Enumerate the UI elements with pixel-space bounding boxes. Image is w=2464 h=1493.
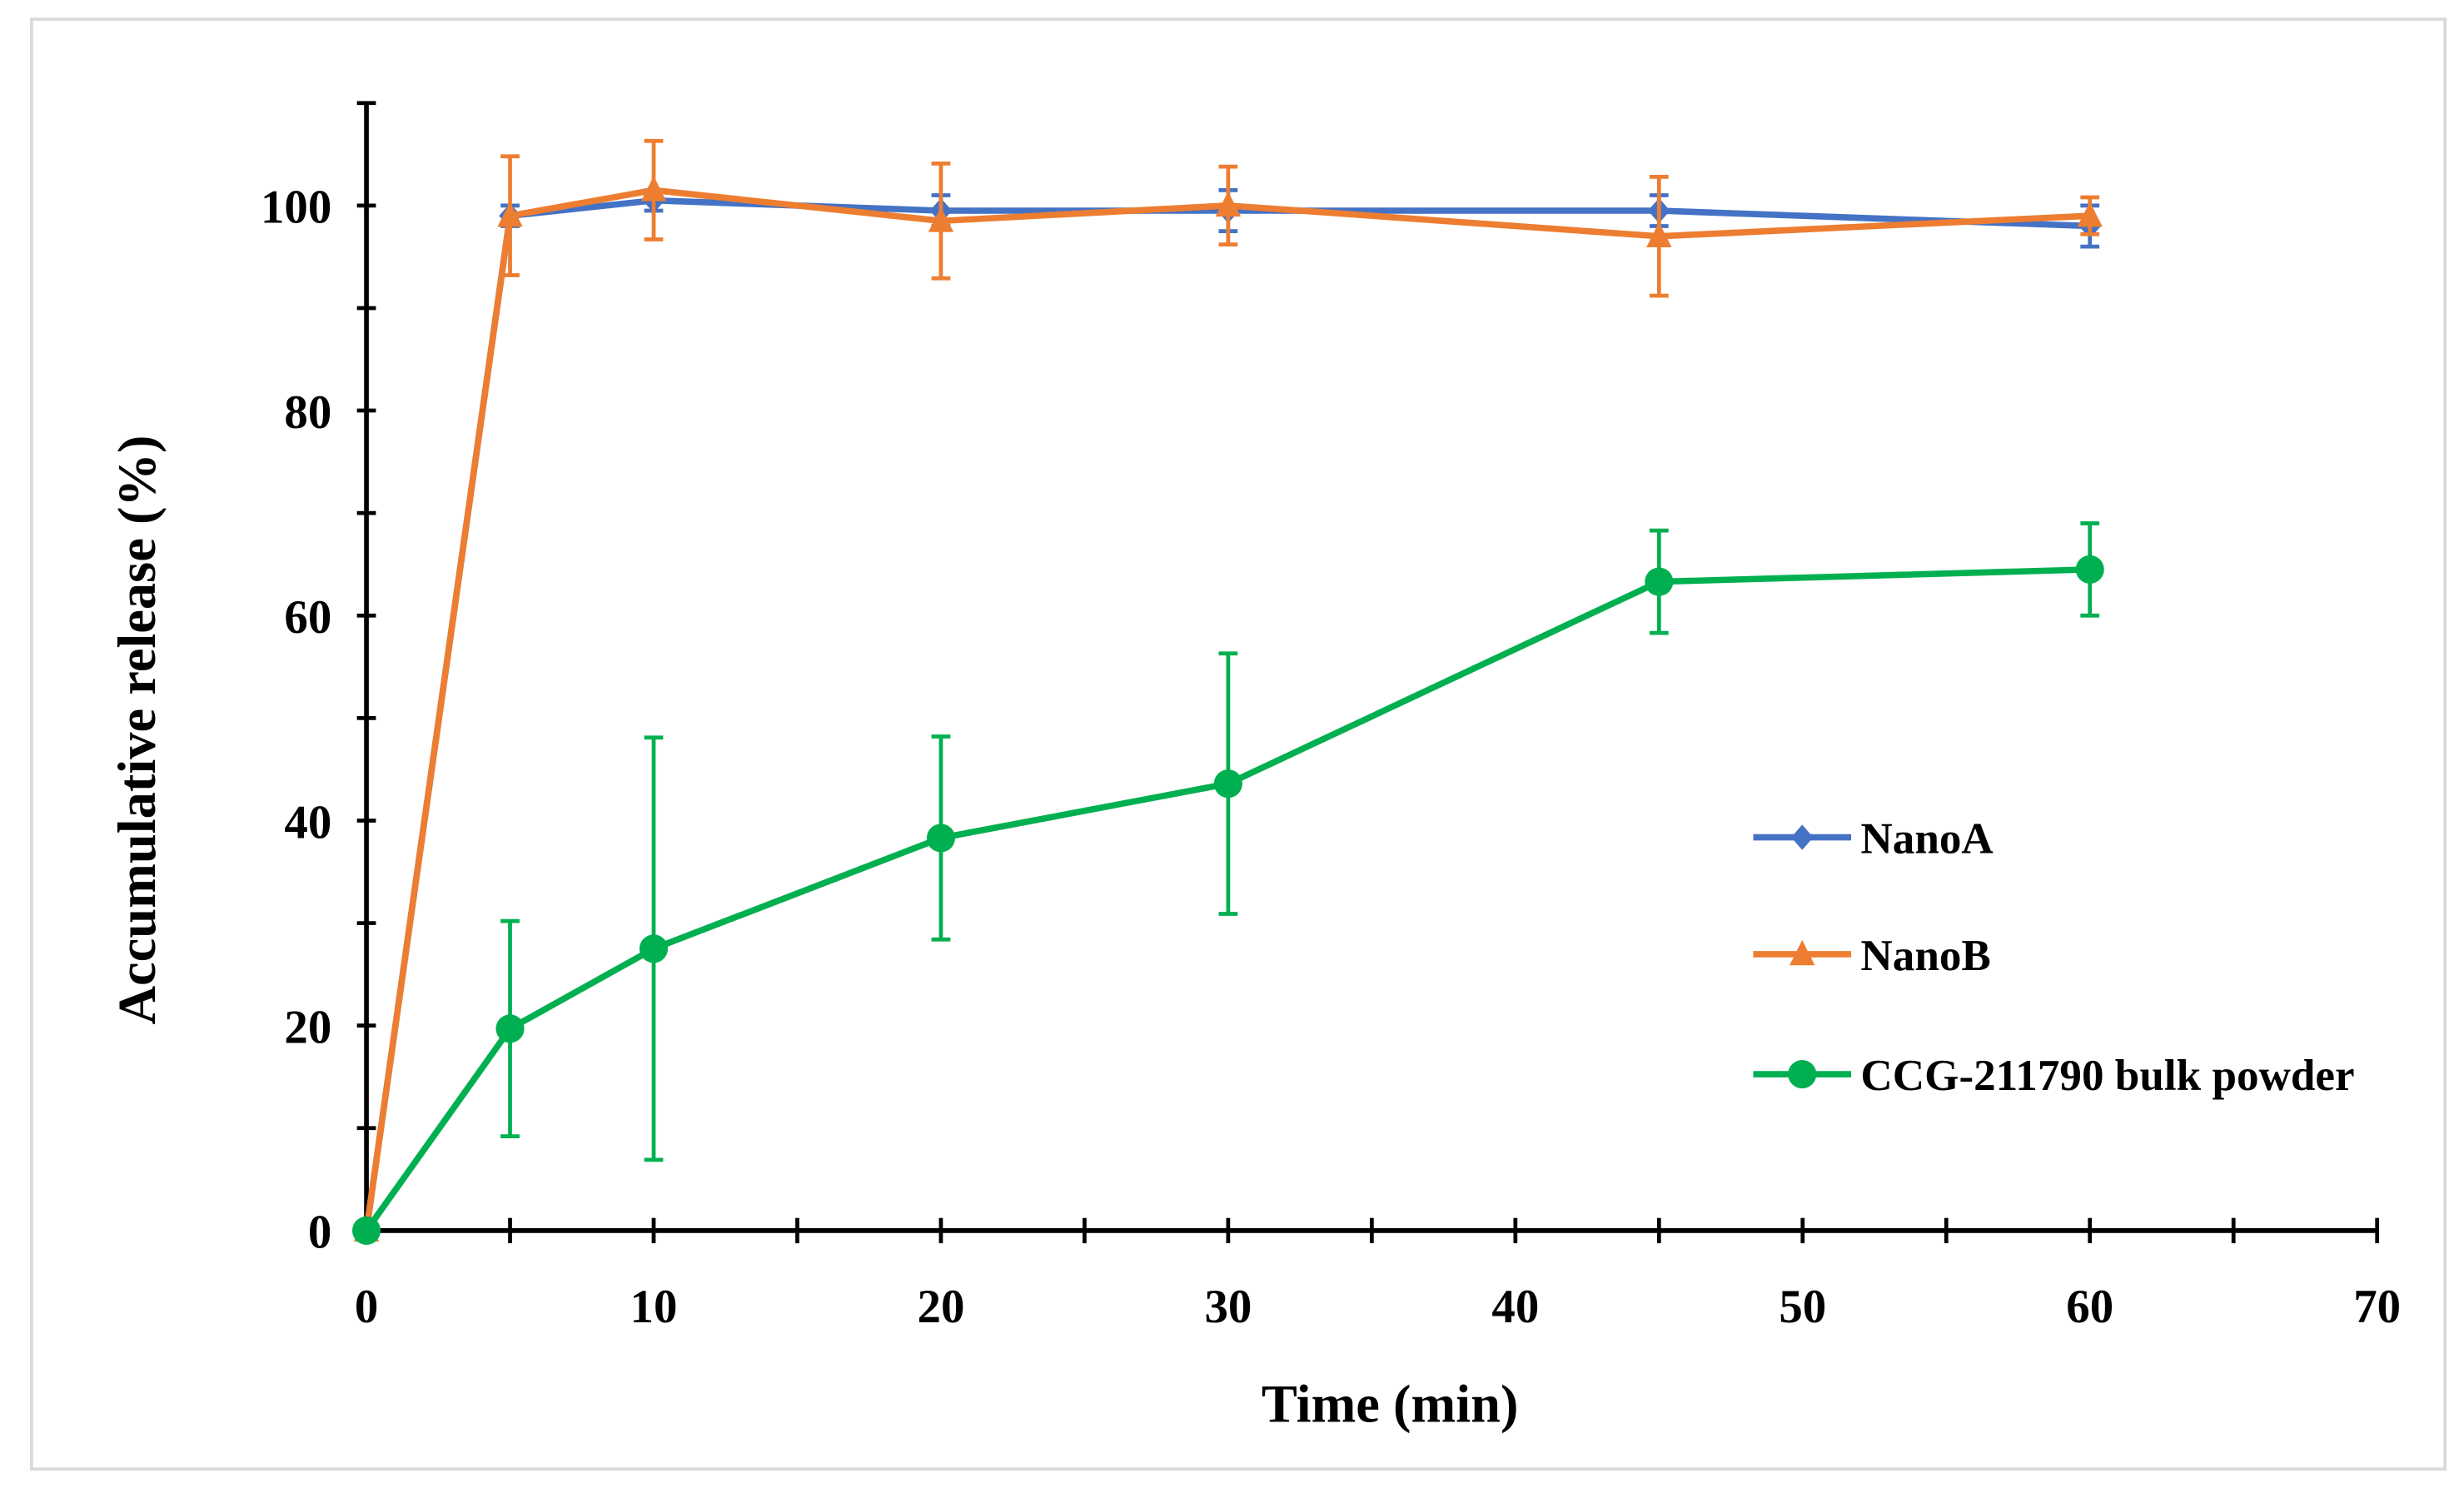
data-point	[1645, 567, 1674, 596]
legend-label: CCG-211790 bulk powder	[1860, 1052, 2354, 1100]
y-tick-label: 0	[308, 1207, 331, 1259]
x-tick-label: 60	[2066, 1281, 2113, 1333]
y-tick-label: 40	[284, 796, 331, 849]
y-axis-label: Accumulative release (%)	[107, 435, 167, 1025]
y-tick-label: 60	[284, 591, 331, 644]
chart-frame	[30, 17, 2447, 1471]
data-point	[926, 824, 956, 853]
x-tick-label: 70	[2353, 1281, 2401, 1333]
series-ccg-211790-bulk-powder	[351, 521, 2104, 1245]
x-tick-label: 0	[355, 1281, 378, 1333]
data-point	[1213, 769, 1242, 799]
data-point	[2077, 202, 2103, 227]
legend-marker	[1788, 1060, 1817, 1089]
data-point	[1646, 221, 1672, 248]
data-point	[495, 1014, 525, 1043]
data-point	[2075, 555, 2104, 584]
x-tick-label: 40	[1491, 1281, 1539, 1333]
data-point	[640, 176, 667, 202]
data-point	[639, 934, 669, 963]
x-tick-label: 10	[630, 1281, 678, 1333]
x-tick-label: 30	[1204, 1281, 1252, 1333]
y-tick-label: 100	[261, 182, 331, 234]
data-point	[497, 202, 523, 227]
series-nanob	[353, 138, 2103, 1242]
data-point	[928, 207, 954, 232]
data-point	[351, 1216, 381, 1245]
x-axis-label: Time (min)	[1262, 1374, 1519, 1433]
legend-label: NanoA	[1860, 815, 1993, 863]
data-point	[1215, 191, 1242, 217]
y-tick-label: 20	[284, 1002, 331, 1054]
legend-marker	[1790, 939, 1815, 966]
x-tick-label: 50	[1779, 1281, 1826, 1333]
y-tick-label: 80	[284, 386, 331, 439]
x-tick-label: 20	[918, 1281, 965, 1333]
legend-label: NanoB	[1860, 932, 1990, 980]
legend-entry: NanoB	[1753, 932, 1991, 980]
legend-entry: NanoA	[1753, 815, 1994, 863]
legend-entry: CCG-211790 bulk powder	[1753, 1052, 2355, 1100]
